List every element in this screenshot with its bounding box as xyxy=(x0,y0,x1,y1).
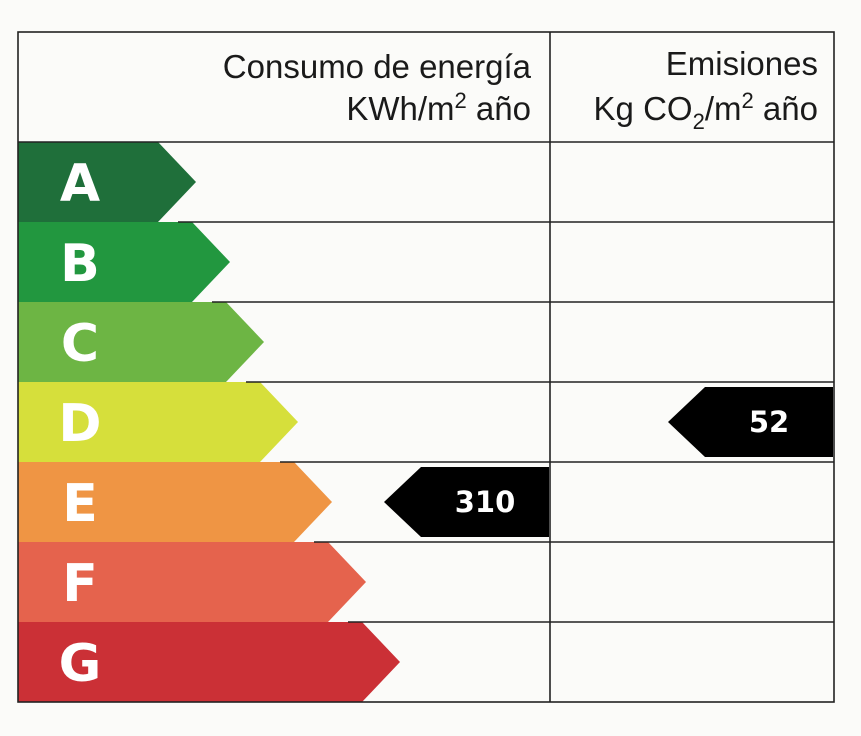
rating-band-f xyxy=(18,542,366,622)
rating-band-g xyxy=(18,622,400,702)
emissions-marker xyxy=(668,387,833,457)
energy-unit-part: año xyxy=(467,90,531,127)
rating-letter-f: F xyxy=(62,554,98,614)
energy-unit-part: KWh/m xyxy=(346,90,454,127)
emissions-value: 52 xyxy=(749,405,789,439)
rating-letter-d: D xyxy=(58,394,101,454)
emissions-unit-subscript: 2 xyxy=(693,109,705,134)
rating-band-b xyxy=(18,222,230,302)
energy-column-title: Consumo de energía xyxy=(223,48,532,85)
table-grid xyxy=(17,31,835,703)
emissions-unit-part: Kg CO xyxy=(594,90,693,127)
rating-letter-b: B xyxy=(60,234,100,294)
energy-column-unit: KWh/m2 año xyxy=(346,88,531,127)
emissions-unit-superscript: 2 xyxy=(742,88,754,113)
rating-letter-a: A xyxy=(60,154,100,214)
emissions-unit-part: /m xyxy=(705,90,742,127)
rating-letter-c: C xyxy=(61,314,99,374)
emissions-column-title: Emisiones xyxy=(666,45,818,82)
emissions-unit-part: año xyxy=(754,90,818,127)
energy-consumption-marker xyxy=(384,467,549,537)
rating-band-a xyxy=(18,142,196,222)
rating-band-c xyxy=(18,302,264,382)
emissions-column-unit: Kg CO2/m2 año xyxy=(594,88,818,134)
rating-letter-e: E xyxy=(62,474,98,534)
value-markers: 310 52 xyxy=(384,387,833,537)
energy-consumption-value: 310 xyxy=(455,485,516,519)
rating-letter-g: G xyxy=(59,634,102,694)
rating-band-e xyxy=(18,462,332,542)
rating-band-d xyxy=(18,382,298,462)
energy-unit-superscript: 2 xyxy=(455,88,467,113)
table-border xyxy=(17,31,835,703)
